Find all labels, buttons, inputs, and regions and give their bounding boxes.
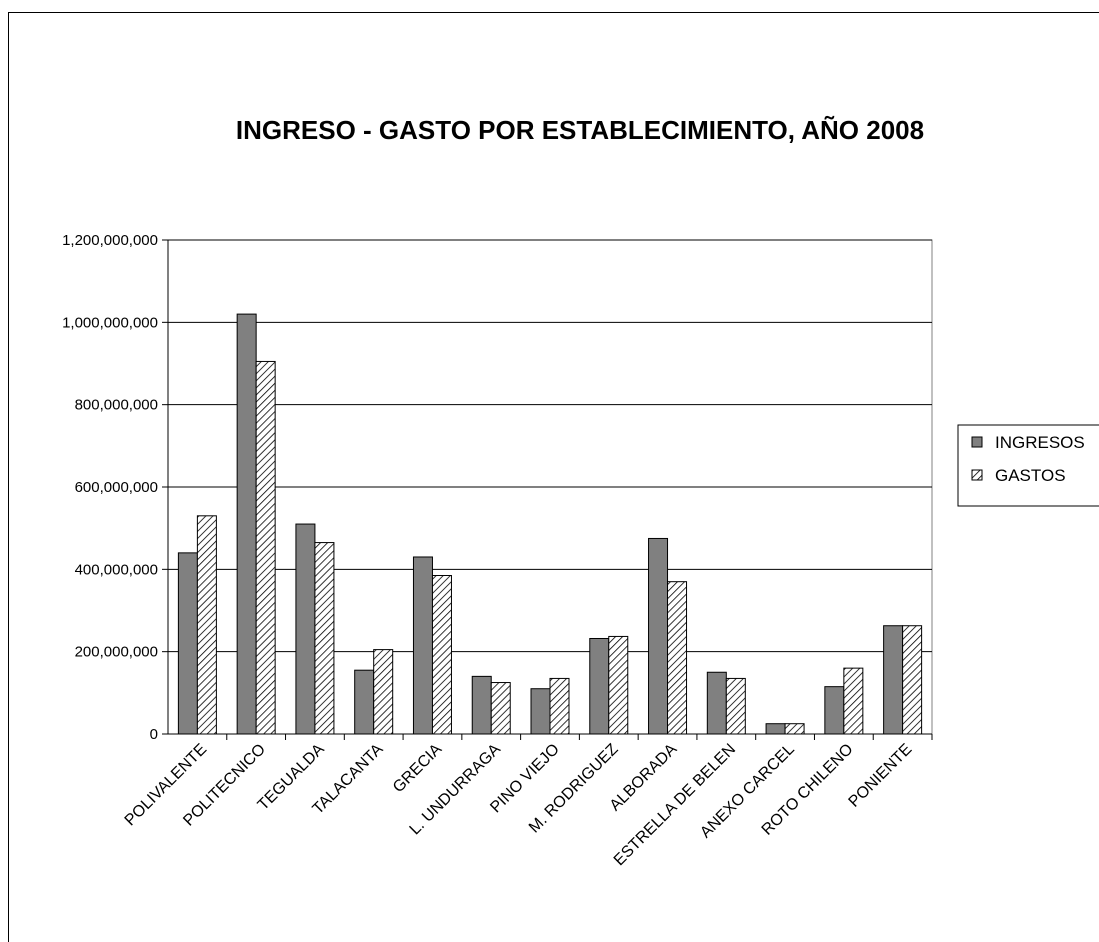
y-tick-label: 800,000,000 [75, 397, 158, 414]
chart-frame [8, 12, 1099, 942]
bar-gastos [196, 515, 217, 735]
x-tick-label: GRECIA [390, 741, 446, 797]
y-tick-label: 600,000,000 [75, 479, 158, 496]
legend: INGRESOS GASTOS [957, 424, 1099, 507]
bars [177, 313, 923, 735]
bar-ingresos [354, 669, 375, 735]
bar-gastos [784, 723, 805, 735]
bar-ingresos [236, 313, 257, 735]
bar-ingresos [648, 537, 669, 735]
x-tick-label: ESTRELLA DE BELEN [611, 741, 739, 869]
bar-gastos [490, 682, 511, 735]
legend-swatch-ingresos [971, 436, 983, 448]
bar-ingresos [530, 688, 551, 735]
bar-gastos [843, 667, 864, 735]
bar-gastos [431, 575, 452, 735]
bar-ingresos [589, 637, 610, 735]
bar-gastos [314, 542, 335, 735]
legend-swatch-gastos [971, 469, 983, 481]
bar-gastos [373, 649, 394, 735]
bar-gastos [902, 625, 923, 735]
chart-title: INGRESO - GASTO POR ESTABLECIMIENTO, AÑO… [235, 115, 925, 145]
bar-ingresos [295, 523, 316, 735]
bar-ingresos [883, 625, 904, 735]
bar-gastos [255, 360, 276, 735]
y-tick-label: 1,200,000,000 [62, 232, 158, 249]
bar-ingresos [824, 686, 845, 735]
legend-label-gastos: GASTOS [995, 466, 1066, 485]
bar-ingresos [765, 723, 786, 735]
y-tick-label: 0 [150, 726, 158, 743]
bar-ingresos [177, 552, 198, 735]
gridlines [167, 239, 933, 735]
x-tick-label: PONIENTE [846, 741, 916, 811]
bar-ingresos [412, 556, 433, 735]
y-tick-label: 400,000,000 [75, 561, 158, 578]
bar-ingresos [471, 675, 492, 735]
y-tick-label: 1,000,000,000 [62, 314, 158, 331]
bar-gastos [608, 635, 629, 735]
bar-gastos [667, 581, 688, 735]
y-tick-label: 200,000,000 [75, 644, 158, 661]
bar-ingresos [706, 671, 727, 735]
legend-label-ingresos: INGRESOS [995, 433, 1085, 452]
bar-gastos [549, 677, 570, 735]
axes: 0 200,000,000 400,000,000 600,000,000 800,00… [62, 232, 933, 869]
bar-gastos [725, 677, 746, 735]
